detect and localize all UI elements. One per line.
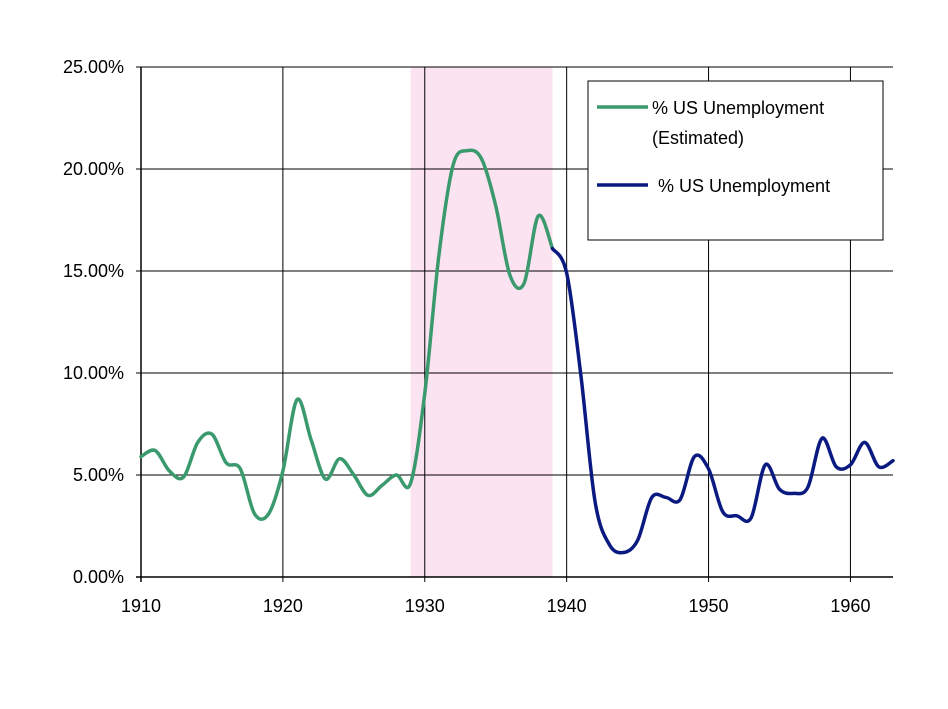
y-tick-label: 15.00% <box>63 261 124 281</box>
y-tick-label: 25.00% <box>63 57 124 77</box>
x-tick-label: 1910 <box>121 596 161 616</box>
shaded-region <box>410 67 553 577</box>
x-tick-label: 1920 <box>263 596 303 616</box>
x-tick-label: 1950 <box>689 596 729 616</box>
legend-label-estimated-line2: (Estimated) <box>652 128 744 148</box>
y-tick-label: 0.00% <box>73 567 124 587</box>
legend-label-actual: % US Unemployment <box>658 176 830 196</box>
x-tick-labels: 1910 1920 1930 1940 1950 1960 <box>121 596 870 616</box>
y-tick-label: 10.00% <box>63 363 124 383</box>
series-line-estimated <box>139 148 555 521</box>
x-tick-label: 1960 <box>830 596 870 616</box>
y-tick-label: 5.00% <box>73 465 124 485</box>
series-line-actual <box>550 246 895 555</box>
legend: % US Unemployment (Estimated) % US Unemp… <box>587 80 884 241</box>
axes <box>136 66 893 582</box>
x-tick-label: 1940 <box>547 596 587 616</box>
x-tick-label: 1930 <box>405 596 445 616</box>
y-tick-label: 20.00% <box>63 159 124 179</box>
legend-label-estimated-line1: % US Unemployment <box>652 98 824 118</box>
series-lines <box>139 148 895 555</box>
y-tick-labels: 0.00% 5.00% 10.00% 15.00% 20.00% 25.00% <box>63 57 124 587</box>
